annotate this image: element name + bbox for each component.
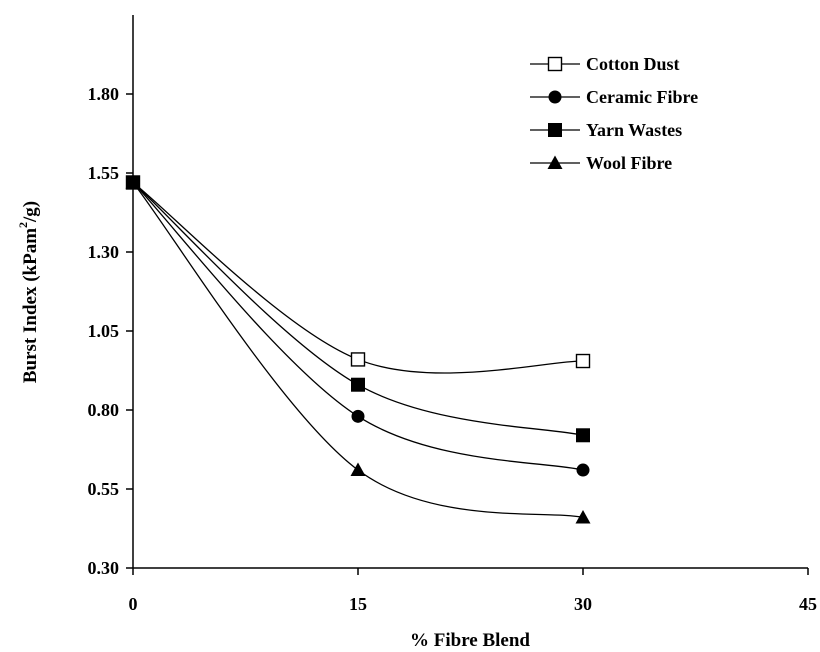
y-tick-label: 0.30 <box>88 558 120 578</box>
x-tick-label: 15 <box>349 594 367 614</box>
y-tick-label: 0.80 <box>88 400 120 420</box>
y-tick-label: 1.80 <box>88 84 120 104</box>
y-axis-title-tail: /g) <box>20 201 41 223</box>
y-axis-title-main: Burst Index (kPam <box>20 228 41 383</box>
marker-yarn-wastes <box>576 428 590 443</box>
ticks: 0.30 0.55 0.80 1.05 1.30 1.55 1.80 0 15 30 45 <box>88 84 818 614</box>
marker-wool-fibre <box>575 509 591 524</box>
marker-yarn-wastes <box>351 377 365 392</box>
series-markers <box>125 174 591 524</box>
legend-marker-yarn-wastes <box>548 123 562 137</box>
marker-ceramic-fibre <box>576 463 590 477</box>
legend-item-ceramic-fibre: Ceramic Fibre <box>530 87 698 107</box>
legend-label: Wool Fibre <box>586 153 672 173</box>
legend-marker-cotton-dust <box>547 56 563 72</box>
series-line-cotton-dust <box>132 181 584 374</box>
legend-label: Cotton Dust <box>586 54 680 74</box>
series-line-ceramic-fibre <box>132 182 584 471</box>
legend-marker-ceramic-fibre <box>548 90 562 104</box>
marker-wool-fibre <box>350 462 366 477</box>
legend-marker-wool-fibre <box>547 155 563 169</box>
legend: Cotton Dust Ceramic Fibre Yarn Wastes Wool … <box>530 54 698 173</box>
legend-item-yarn-wastes: Yarn Wastes <box>530 120 682 140</box>
legend-item-cotton-dust: Cotton Dust <box>530 54 680 74</box>
series-line-wool-fibre <box>132 182 584 519</box>
marker-cotton-dust <box>575 353 591 369</box>
y-axis-title: Burst Index (kPam2/g) <box>16 201 41 383</box>
y-axis-title-superscript: 2 <box>16 222 30 228</box>
legend-label: Ceramic Fibre <box>586 87 698 107</box>
marker-cotton-dust <box>350 352 366 367</box>
legend-item-wool-fibre: Wool Fibre <box>530 153 672 173</box>
x-tick-label: 0 <box>129 594 138 614</box>
marker-wool-fibre <box>125 174 141 189</box>
y-tick-label: 1.05 <box>88 321 120 341</box>
series-line-yarn-wastes <box>132 181 584 436</box>
y-tick-label: 0.55 <box>88 479 120 499</box>
y-tick-label: 1.30 <box>88 242 120 262</box>
axes <box>132 15 808 569</box>
marker-ceramic-fibre <box>351 409 365 423</box>
x-axis-title: % Fibre Blend <box>410 630 530 651</box>
legend-label: Yarn Wastes <box>586 120 682 140</box>
x-tick-label: 30 <box>574 594 592 614</box>
y-tick-label: 1.55 <box>88 163 120 183</box>
x-tick-label: 45 <box>799 594 817 614</box>
